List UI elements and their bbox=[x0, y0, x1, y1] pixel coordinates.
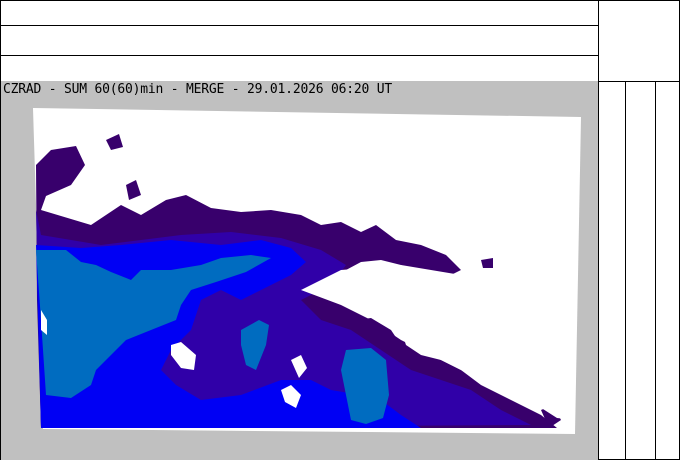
precip-level-4 bbox=[36, 250, 271, 398]
radar-map[interactable]: CZRAD - SUM 60(60)min - MERGE - 29.01.20… bbox=[0, 81, 599, 460]
legend-column-2 bbox=[625, 81, 656, 460]
header-row-1 bbox=[0, 0, 599, 26]
header-row-3 bbox=[0, 55, 599, 82]
legend-column-3 bbox=[655, 81, 680, 460]
radar-precipitation-image bbox=[33, 108, 581, 434]
header-side-box bbox=[598, 0, 680, 82]
header-row-2 bbox=[0, 25, 599, 56]
map-title: CZRAD - SUM 60(60)min - MERGE - 29.01.20… bbox=[3, 82, 392, 97]
legend-column-1 bbox=[598, 81, 626, 460]
